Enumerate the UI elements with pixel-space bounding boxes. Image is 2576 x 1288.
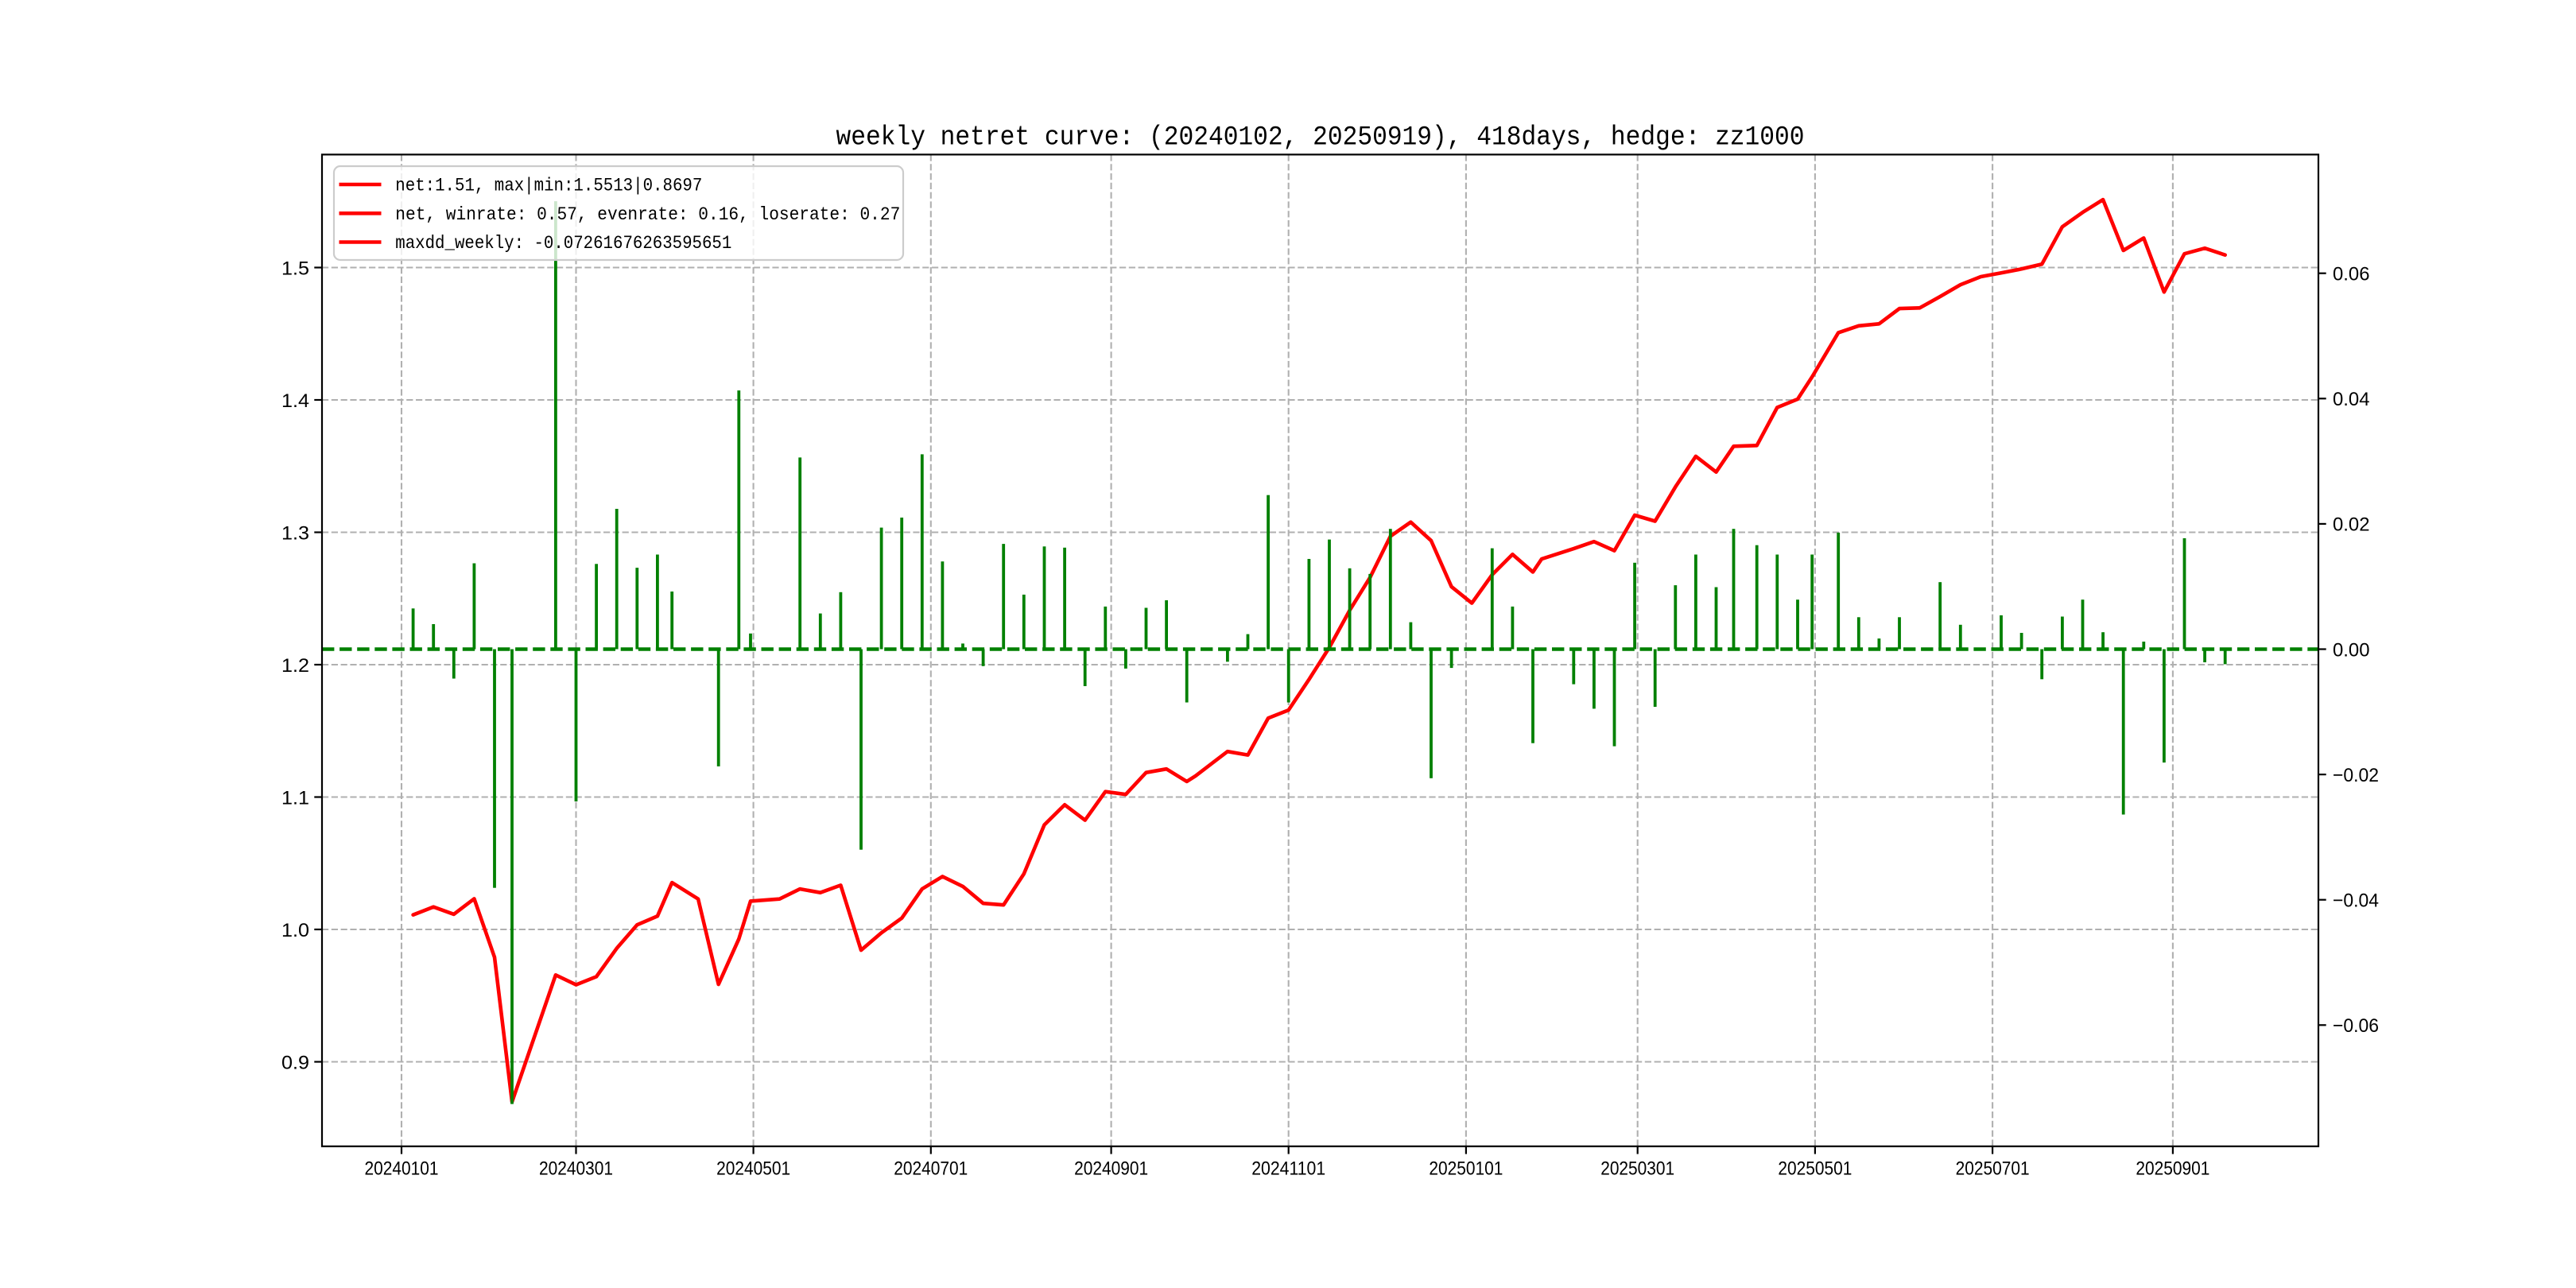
svg-text:1.2: 1.2 [281,655,309,677]
svg-text:0.00: 0.00 [2333,639,2370,661]
svg-text:20240501: 20240501 [716,1158,790,1180]
svg-text:0.9: 0.9 [281,1052,309,1073]
svg-text:net:1.51, max|min:1.5513|0.869: net:1.51, max|min:1.5513|0.8697 [395,176,702,196]
svg-text:net, winrate: 0.57, evenrate:: net, winrate: 0.57, evenrate: 0.16, lose… [395,204,900,225]
svg-text:1.4: 1.4 [281,390,309,412]
svg-text:20241101: 20241101 [1251,1158,1325,1180]
svg-text:20240901: 20240901 [1074,1158,1148,1180]
svg-text:0.04: 0.04 [2333,389,2370,410]
svg-text:0.06: 0.06 [2333,264,2370,285]
svg-text:20250701: 20250701 [1956,1158,2030,1180]
svg-text:20250501: 20250501 [1778,1158,1852,1180]
svg-text:−0.06: −0.06 [2333,1015,2379,1037]
svg-text:maxdd_weekly: -0.0726167626359: maxdd_weekly: -0.07261676263595651 [395,233,731,254]
svg-text:1.1: 1.1 [281,787,309,809]
svg-text:20240301: 20240301 [539,1158,613,1180]
svg-text:weekly netret curve: (20240102: weekly netret curve: (20240102, 20250919… [836,122,1805,153]
svg-text:20250301: 20250301 [1600,1158,1674,1180]
svg-text:1.3: 1.3 [281,522,309,544]
svg-text:20250101: 20250101 [1429,1158,1503,1180]
svg-text:1.0: 1.0 [281,920,309,941]
svg-text:20240101: 20240101 [365,1158,439,1180]
svg-text:20250901: 20250901 [2136,1158,2209,1180]
svg-text:1.5: 1.5 [281,258,309,279]
svg-text:20240701: 20240701 [894,1158,968,1180]
svg-text:−0.04: −0.04 [2333,890,2379,912]
svg-text:−0.02: −0.02 [2333,765,2379,786]
svg-text:0.02: 0.02 [2333,514,2370,536]
